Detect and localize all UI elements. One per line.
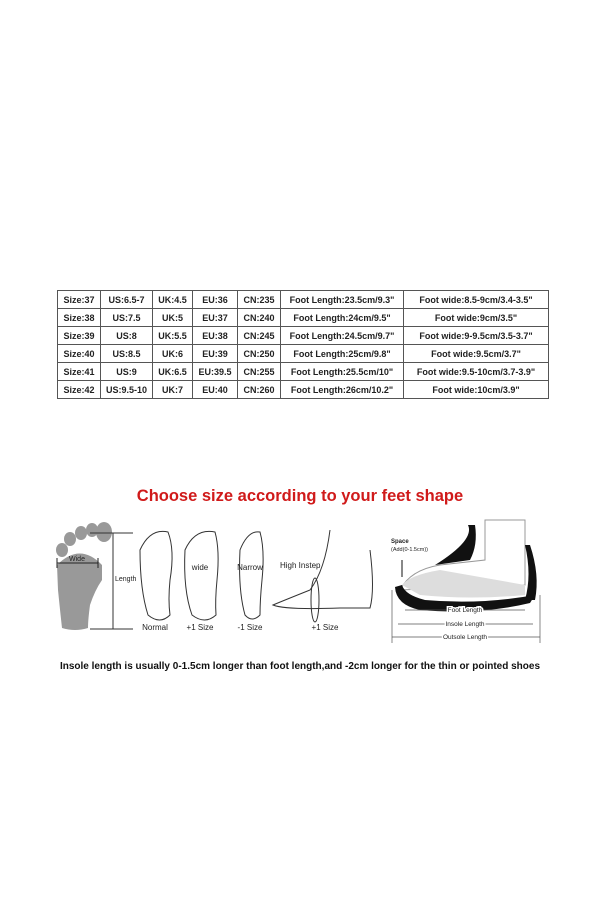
wide-foot-icon — [184, 530, 219, 621]
high-instep-label: High Instep — [280, 561, 321, 570]
foot-wide-cell: Foot wide:9-9.5cm/3.5-3.7" — [403, 326, 549, 345]
foot-length-cell: Foot Length:24.5cm/9.7" — [280, 326, 404, 345]
narrow-label: Narrow — [237, 563, 263, 572]
normal-label: Normal — [142, 623, 168, 632]
size-guide-title: Choose size according to your feet shape — [136, 487, 464, 505]
cn-cell: CN:260 — [237, 380, 281, 399]
table-row: Size:38 US:7.5 UK:5 EU:37 CN:240 Foot Length:… — [57, 308, 549, 327]
table-row: Size:39 US:8 UK:5.5 EU:38 CN:245 Foot Length:… — [57, 326, 549, 345]
feet-shape-illustration: Wide Length Normal wide +1 Size Narrow -… — [56, 522, 373, 632]
cn-cell: CN:235 — [237, 290, 281, 309]
minus-one-size-label: -1 Size — [238, 623, 263, 632]
uk-cell: UK:7 — [152, 380, 193, 399]
foot-wide-cell: Foot wide:9.5-10cm/3.7-3.9" — [403, 362, 549, 381]
table-row: Size:42 US:9.5-10 UK:7 EU:40 CN:260 Foot Leng… — [57, 380, 549, 399]
uk-cell: UK:4.5 — [152, 290, 193, 309]
foot-wide-cell: Foot wide:9cm/3.5" — [403, 308, 549, 327]
foot-length-label: Foot Length — [448, 607, 483, 614]
foot-length-cell: Foot Length:24cm/9.5" — [280, 308, 404, 327]
eu-cell: EU:36 — [192, 290, 238, 309]
high-instep-size-label: +1 Size — [312, 623, 339, 632]
us-cell: US:8.5 — [100, 344, 153, 363]
cn-cell: CN:240 — [237, 308, 281, 327]
cn-cell: CN:255 — [237, 362, 281, 381]
uk-cell: UK:5 — [152, 308, 193, 327]
table-row: Size:40 US:8.5 UK:6 EU:39 CN:250 Foot Length:… — [57, 344, 549, 363]
size-cell: Size:41 — [57, 362, 101, 381]
eu-cell: EU:39 — [192, 344, 238, 363]
foot-length-cell: Foot Length:26cm/10.2" — [280, 380, 404, 399]
shoe-length-illustration: Space (Add(0-1.5cm)) Foot Length Insole … — [391, 519, 541, 643]
size-cell: Size:40 — [57, 344, 101, 363]
foot-measure-diagram — [56, 522, 112, 630]
us-cell: US:9.5-10 — [100, 380, 153, 399]
size-cell: Size:39 — [57, 326, 101, 345]
narrow-foot-icon — [239, 531, 264, 620]
space-add-label: (Add(0-1.5cm)) — [391, 547, 428, 553]
outsole-length-label: Outsole Length — [443, 634, 487, 641]
table-row: Size:41 US:9 UK:6.5 EU:39.5 CN:255 Foot Lengt… — [57, 362, 549, 381]
wide-label: Wide — [69, 556, 85, 563]
us-cell: US:8 — [100, 326, 153, 345]
cn-cell: CN:250 — [237, 344, 281, 363]
table-row: Size:37 US:6.5-7 UK:4.5 EU:36 CN:235 Foot Len… — [57, 290, 549, 309]
uk-cell: UK:5.5 — [152, 326, 193, 345]
wide-foot-label: wide — [191, 563, 209, 572]
foot-length-cell: Foot Length:23.5cm/9.3" — [280, 290, 404, 309]
eu-cell: EU:39.5 — [192, 362, 238, 381]
us-cell: US:9 — [100, 362, 153, 381]
eu-cell: EU:38 — [192, 326, 238, 345]
plus-one-size-label: +1 Size — [187, 623, 214, 632]
foot-wide-cell: Foot wide:10cm/3.9" — [403, 380, 549, 399]
length-label: Length — [115, 576, 137, 583]
high-instep-foot-icon — [271, 529, 373, 610]
insole-note: Insole length is usually 0-1.5cm longer … — [59, 661, 541, 672]
foot-length-cell: Foot Length:25.5cm/10" — [280, 362, 404, 381]
insole-length-label: Insole Length — [445, 621, 484, 628]
foot-wide-cell: Foot wide:8.5-9cm/3.4-3.5" — [403, 290, 549, 309]
shoe-sole-icon — [395, 585, 535, 612]
uk-cell: UK:6.5 — [152, 362, 193, 381]
eu-cell: EU:37 — [192, 308, 238, 327]
cn-cell: CN:245 — [237, 326, 281, 345]
foot-wide-cell: Foot wide:9.5cm/3.7" — [403, 344, 549, 363]
size-cell: Size:37 — [57, 290, 101, 309]
size-cell: Size:38 — [57, 308, 101, 327]
foot-length-cell: Foot Length:25cm/9.8" — [280, 344, 404, 363]
size-chart-table: Size:37 US:6.5-7 UK:4.5 EU:36 CN:235 Foot Len… — [57, 290, 549, 399]
eu-cell: EU:40 — [192, 380, 238, 399]
space-label: Space — [391, 539, 409, 545]
normal-foot-icon — [139, 530, 173, 621]
size-cell: Size:42 — [57, 380, 101, 399]
us-cell: US:7.5 — [100, 308, 153, 327]
us-cell: US:6.5-7 — [100, 290, 153, 309]
uk-cell: UK:6 — [152, 344, 193, 363]
